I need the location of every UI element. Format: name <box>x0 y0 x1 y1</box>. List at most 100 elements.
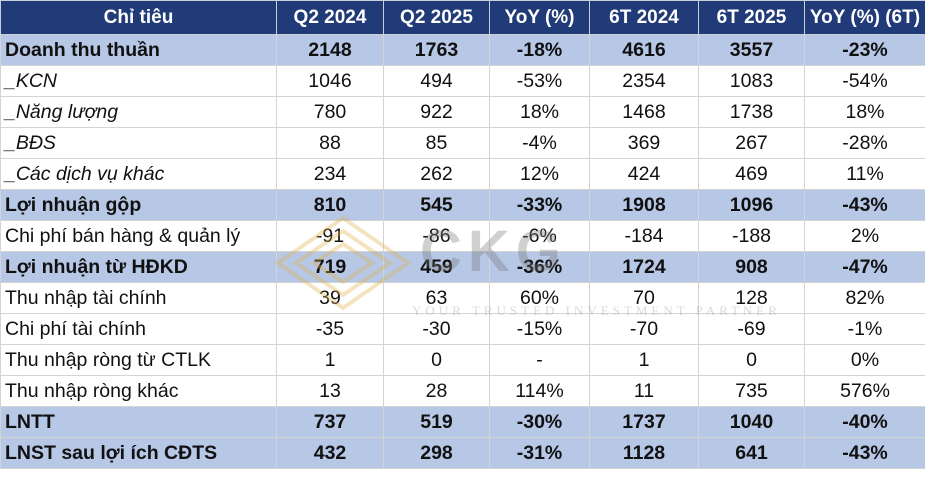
table-row: _KCN 1046 494 -53% 2354 1083 -54% <box>0 65 925 97</box>
table-row: LNTT 737 519 -30% 1737 1040 -40% <box>0 406 925 438</box>
cell-yoy: -31% <box>489 437 590 469</box>
cell-yoy-h1: -43% <box>804 189 925 221</box>
table-body: Doanh thu thuần 2148 1763 -18% 4616 3557 -23% _… <box>0 34 925 469</box>
cell-yoy: -30% <box>489 406 590 438</box>
cell-yoy-h1: -40% <box>804 406 925 438</box>
cell-h1-2025: 1083 <box>698 65 805 97</box>
cell-q2-2024: 737 <box>276 406 384 438</box>
cell-indicator: Lợi nhuận gộp <box>0 189 277 221</box>
cell-yoy-h1: 18% <box>804 96 925 128</box>
cell-h1-2024: 1908 <box>589 189 699 221</box>
header-yoy: YoY (%) <box>489 0 590 35</box>
table-row: Thu nhập ròng từ CTLK 1 0-1 0 0% <box>0 344 925 376</box>
cell-indicator: Chi phí bán hàng & quản lý <box>0 220 277 252</box>
cell-h1-2025: 735 <box>698 375 805 407</box>
header-indicator: Chỉ tiêu <box>0 0 277 35</box>
table-row: LNST sau lợi ích CĐTS 432 298 -31% 1128 641 -4… <box>0 437 925 469</box>
cell-yoy: -15% <box>489 313 590 345</box>
cell-indicator: _Các dịch vụ khác <box>0 158 277 190</box>
cell-yoy: -6% <box>489 220 590 252</box>
cell-h1-2024: 11 <box>589 375 699 407</box>
cell-h1-2025: 641 <box>698 437 805 469</box>
table-row: Chi phí tài chính -35 -30 -15% -70 -69 -1% <box>0 313 925 345</box>
cell-q2-2024: -35 <box>276 313 384 345</box>
cell-h1-2025: -188 <box>698 220 805 252</box>
cell-h1-2025: 3557 <box>698 34 805 66</box>
cell-yoy-h1: -43% <box>804 437 925 469</box>
cell-h1-2024: -70 <box>589 313 699 345</box>
table-row: _Các dịch vụ khác 234 262 12% 424 469 11% <box>0 158 925 190</box>
cell-q2-2025: 63 <box>383 282 490 314</box>
cell-indicator: _KCN <box>0 65 277 97</box>
cell-q2-2025: 262 <box>383 158 490 190</box>
cell-q2-2024: 719 <box>276 251 384 283</box>
cell-q2-2024: 1046 <box>276 65 384 97</box>
cell-yoy: -36% <box>489 251 590 283</box>
cell-h1-2025: 128 <box>698 282 805 314</box>
cell-h1-2024: 70 <box>589 282 699 314</box>
table-row: Chi phí bán hàng & quản lý -91 -86 -6% -184-… <box>0 220 925 252</box>
cell-h1-2024: -184 <box>589 220 699 252</box>
cell-yoy-h1: -28% <box>804 127 925 159</box>
table-row: _BĐS 88 85 -4% 369 267 -28% <box>0 127 925 159</box>
cell-q2-2025: 298 <box>383 437 490 469</box>
cell-q2-2025: 519 <box>383 406 490 438</box>
cell-h1-2024: 1737 <box>589 406 699 438</box>
cell-indicator: _BĐS <box>0 127 277 159</box>
cell-indicator: Chi phí tài chính <box>0 313 277 345</box>
cell-h1-2024: 424 <box>589 158 699 190</box>
cell-yoy: -18% <box>489 34 590 66</box>
cell-h1-2025: 908 <box>698 251 805 283</box>
cell-yoy: 114% <box>489 375 590 407</box>
cell-h1-2024: 1 <box>589 344 699 376</box>
cell-q2-2025: 545 <box>383 189 490 221</box>
header-row: Chỉ tiêu Q2 2024 Q2 2025 YoY (%) 6T 2024 6T 2… <box>0 0 925 35</box>
cell-h1-2024: 1128 <box>589 437 699 469</box>
cell-q2-2024: 810 <box>276 189 384 221</box>
cell-q2-2025: 922 <box>383 96 490 128</box>
cell-q2-2024: -91 <box>276 220 384 252</box>
cell-h1-2025: 1738 <box>698 96 805 128</box>
cell-q2-2025: -30 <box>383 313 490 345</box>
cell-q2-2024: 1 <box>276 344 384 376</box>
cell-yoy: 12% <box>489 158 590 190</box>
table-row: Lợi nhuận từ HĐKD 719 459 -36% 1724 908 -47% <box>0 251 925 283</box>
cell-yoy: 18% <box>489 96 590 128</box>
cell-q2-2025: -86 <box>383 220 490 252</box>
cell-q2-2025: 28 <box>383 375 490 407</box>
cell-q2-2024: 39 <box>276 282 384 314</box>
cell-q2-2024: 13 <box>276 375 384 407</box>
cell-h1-2024: 1468 <box>589 96 699 128</box>
cell-q2-2024: 2148 <box>276 34 384 66</box>
cell-indicator: LNST sau lợi ích CĐTS <box>0 437 277 469</box>
header-yoy-h1: YoY (%) (6T) <box>804 0 925 35</box>
cell-h1-2025: 267 <box>698 127 805 159</box>
header-q2-2025: Q2 2025 <box>383 0 490 35</box>
cell-yoy: -53% <box>489 65 590 97</box>
cell-q2-2025: 494 <box>383 65 490 97</box>
cell-q2-2024: 432 <box>276 437 384 469</box>
cell-h1-2025: 1096 <box>698 189 805 221</box>
cell-q2-2025: 1763 <box>383 34 490 66</box>
cell-yoy-h1: -23% <box>804 34 925 66</box>
cell-h1-2024: 4616 <box>589 34 699 66</box>
table-row: Doanh thu thuần 2148 1763 -18% 4616 3557 -23% <box>0 34 925 66</box>
cell-h1-2024: 1724 <box>589 251 699 283</box>
header-h1-2025: 6T 2025 <box>698 0 805 35</box>
cell-yoy: -33% <box>489 189 590 221</box>
cell-q2-2025: 85 <box>383 127 490 159</box>
cell-indicator: Thu nhập tài chính <box>0 282 277 314</box>
cell-indicator: Lợi nhuận từ HĐKD <box>0 251 277 283</box>
cell-indicator: Thu nhập ròng khác <box>0 375 277 407</box>
cell-h1-2025: -69 <box>698 313 805 345</box>
cell-indicator: Doanh thu thuần <box>0 34 277 66</box>
cell-q2-2025: 459 <box>383 251 490 283</box>
cell-indicator: _Năng lượng <box>0 96 277 128</box>
cell-yoy-h1: 2% <box>804 220 925 252</box>
cell-yoy-h1: -54% <box>804 65 925 97</box>
cell-h1-2024: 369 <box>589 127 699 159</box>
table-row: Thu nhập ròng khác 13 28 114% 11 735 576% <box>0 375 925 407</box>
cell-h1-2025: 469 <box>698 158 805 190</box>
cell-q2-2024: 780 <box>276 96 384 128</box>
cell-q2-2024: 88 <box>276 127 384 159</box>
